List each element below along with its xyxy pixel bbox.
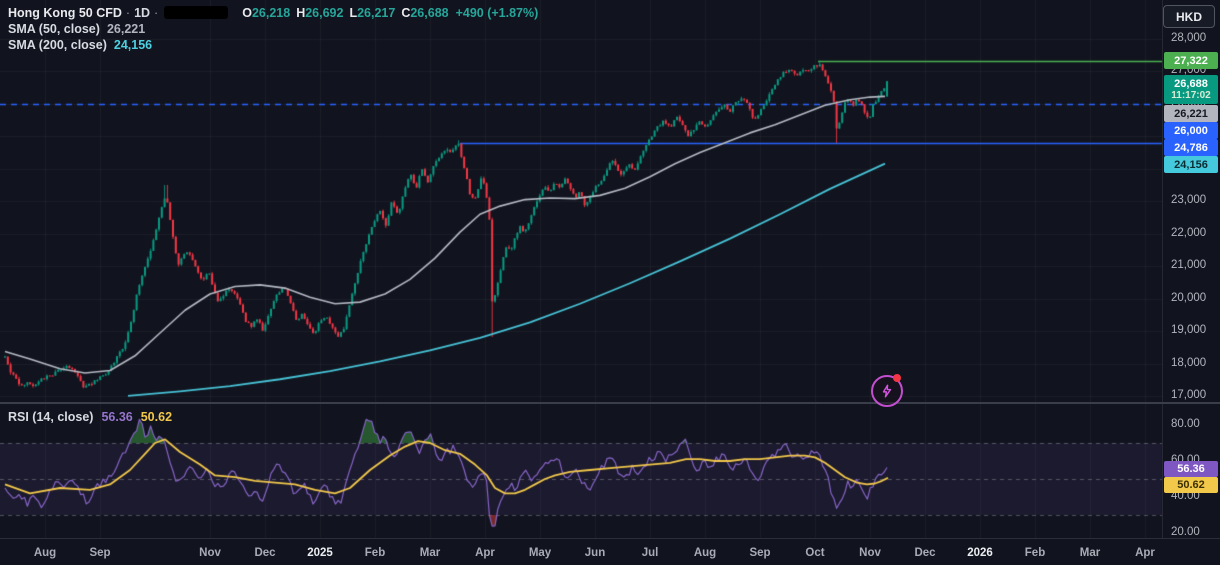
time-axis-month-label: Feb [364, 547, 386, 559]
time-axis-year-label: 2025 [307, 547, 333, 559]
price-axis-badge: 24,156 [1164, 156, 1218, 173]
badge-value: 26,000 [1174, 124, 1208, 137]
sma50-legend-row[interactable]: SMA (50, close) 26,221 [8, 21, 538, 37]
time-axis-month-label: Jun [584, 547, 606, 559]
sma50-value: 26,221 [106, 22, 146, 36]
badge-value: 27,322 [1174, 54, 1208, 67]
low-label: L [349, 6, 358, 20]
sma200-legend-row[interactable]: SMA (200, close) 24,156 [8, 37, 538, 53]
sma200-value: 24,156 [113, 38, 153, 52]
sma50-label[interactable]: SMA (50, close) [8, 22, 100, 36]
badge-value: 50.62 [1177, 479, 1205, 491]
time-axis-month-label: Aug [33, 547, 57, 559]
badge-value: 56.36 [1177, 463, 1205, 475]
rsi-tick-label: 40.00 [1171, 490, 1200, 502]
rsi-tick-label: 80.00 [1171, 418, 1200, 430]
price-tick-label: 21,000 [1171, 259, 1207, 272]
time-axis-year-label: 2026 [967, 547, 993, 559]
price-axis-badge: 50.62 [1164, 477, 1218, 493]
time-axis[interactable]: Aug Sep Nov Dec 2025 Feb Mar Apr May Jun Jul Aug Sep… [0, 538, 1220, 565]
time-axis-month-label: Nov [859, 547, 881, 559]
price-tick-label: 19,000 [1171, 324, 1207, 337]
lightning-icon [880, 384, 894, 398]
rsi-tick-label: 20.00 [1171, 526, 1200, 538]
time-axis-month-label: Sep [89, 547, 111, 559]
price-tick-label: 23,000 [1171, 194, 1207, 207]
price-tick-label: 20,000 [1171, 291, 1207, 304]
badge-countdown: 11:17:02 [1171, 90, 1211, 101]
badge-value: 24,156 [1174, 158, 1208, 171]
price-axis-badge: 24,786 [1164, 139, 1218, 156]
pane-divider[interactable] [0, 402, 1220, 404]
time-axis-month-label: Mar [1079, 547, 1101, 559]
rsi-value: 56.36 [101, 410, 133, 424]
open-label: O [242, 6, 252, 20]
badge-value: 26,688 [1174, 78, 1208, 90]
rsi-ma-value: 50.62 [140, 410, 173, 424]
symbol-legend[interactable]: Hong Kong 50 CFD · 1D · O26,218 H26,692 L26,21… [8, 5, 538, 53]
price-axis[interactable]: 28,00027,00026,00025,00024,00023,00022,0… [1162, 0, 1220, 538]
price-tick-label: 18,000 [1171, 356, 1207, 369]
interval-label[interactable]: 1D [134, 6, 151, 20]
time-axis-month-label: Oct [805, 547, 825, 559]
price-tick-label: 22,000 [1171, 226, 1207, 239]
time-axis-month-label: May [528, 547, 552, 559]
time-axis-month-label: Dec [914, 547, 936, 559]
time-axis-month-label: Aug [693, 547, 717, 559]
time-axis-month-label: Jul [641, 547, 659, 559]
legend-separator: · [154, 6, 159, 20]
notification-dot [893, 374, 901, 382]
high-label: H [296, 6, 306, 20]
rsi-legend-row[interactable]: RSI (14, close) 56.36 50.62 [8, 410, 172, 424]
time-axis-month-label: Feb [1024, 547, 1046, 559]
currency-button[interactable]: HKD [1163, 5, 1215, 28]
price-axis-badge: 56.36 [1164, 461, 1218, 477]
high-value: 26,692 [305, 6, 344, 20]
time-axis-month-label: Dec [254, 547, 276, 559]
change-value: +490 (+1.87%) [455, 6, 539, 20]
close-value: 26,688 [410, 6, 449, 20]
time-axis-month-label: Apr [475, 547, 495, 559]
price-axis-badge: 27,322 [1164, 52, 1218, 69]
price-axis-badge: 26,000 [1164, 122, 1218, 139]
time-axis-month-label: Apr [1135, 547, 1155, 559]
low-value: 26,217 [357, 6, 396, 20]
time-axis-month-label: Nov [199, 547, 221, 559]
price-axis-badge: 26,688 11:17:02 [1164, 75, 1218, 104]
open-value: 26,218 [251, 6, 291, 20]
time-axis-month-label: Mar [419, 547, 441, 559]
legend-separator: · [125, 6, 131, 20]
rsi-label[interactable]: RSI (14, close) [8, 410, 94, 424]
symbol-name[interactable]: Hong Kong 50 CFD [8, 6, 122, 20]
redacted-source [164, 6, 229, 20]
badge-value: 24,786 [1174, 141, 1208, 154]
close-label: C [401, 6, 411, 20]
price-tick-label: 17,000 [1171, 389, 1207, 402]
time-axis-month-label: Sep [749, 547, 771, 559]
sma200-label[interactable]: SMA (200, close) [8, 38, 107, 52]
price-tick-label: 28,000 [1171, 31, 1207, 44]
price-axis-badge: 26,221 [1164, 105, 1218, 122]
badge-value: 26,221 [1174, 107, 1208, 120]
symbol-row[interactable]: Hong Kong 50 CFD · 1D · O26,218 H26,692 L26,21… [8, 5, 538, 21]
